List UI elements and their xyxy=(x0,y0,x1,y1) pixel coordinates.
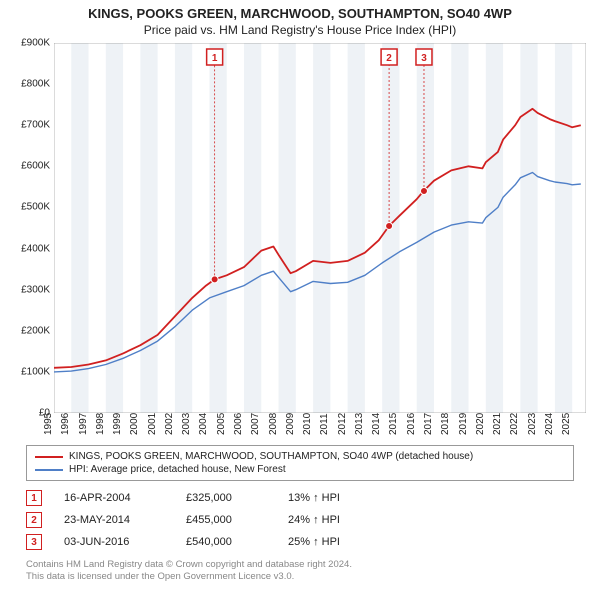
legend-row: HPI: Average price, detached house, New … xyxy=(35,463,565,476)
y-tick-label: £100K xyxy=(21,366,50,377)
x-tick-label: 2011 xyxy=(320,413,331,435)
sale-row: 1 16-APR-2004 £325,000 13% ↑ HPI xyxy=(26,487,574,509)
x-tick-label: 2003 xyxy=(181,413,192,435)
x-tick-label: 2008 xyxy=(267,413,278,435)
legend-label: HPI: Average price, detached house, New … xyxy=(69,464,286,475)
chart-subtitle: Price paid vs. HM Land Registry's House … xyxy=(10,23,590,37)
x-tick-label: 2012 xyxy=(337,413,348,435)
footer-attribution: Contains HM Land Registry data © Crown c… xyxy=(26,559,574,584)
legend-row: KINGS, POOKS GREEN, MARCHWOOD, SOUTHAMPT… xyxy=(35,450,565,463)
x-tick-label: 2006 xyxy=(233,413,244,435)
sale-row: 3 03-JUN-2016 £540,000 25% ↑ HPI xyxy=(26,531,574,553)
year-band xyxy=(209,43,226,413)
year-band xyxy=(71,43,88,413)
sale-box-label-2: 2 xyxy=(386,53,392,64)
x-tick-label: 2004 xyxy=(198,413,209,435)
x-tick-label: 2002 xyxy=(164,413,175,435)
x-tick-label: 2018 xyxy=(440,413,451,435)
year-band xyxy=(520,43,537,413)
x-tick-label: 2007 xyxy=(250,413,261,435)
sale-delta: 24% ↑ HPI xyxy=(288,514,368,526)
sale-price: £540,000 xyxy=(186,536,266,548)
x-tick-label: 1999 xyxy=(112,413,123,435)
sale-marker-3: 3 xyxy=(26,534,42,550)
sale-date: 23-MAY-2014 xyxy=(64,514,164,526)
x-tick-label: 2013 xyxy=(354,413,365,435)
legend-swatch xyxy=(35,469,63,471)
sale-box-label-1: 1 xyxy=(212,53,218,64)
x-tick-label: 2020 xyxy=(475,413,486,435)
year-band xyxy=(555,43,572,413)
x-tick-label: 2009 xyxy=(285,413,296,435)
x-tick-label: 2015 xyxy=(388,413,399,435)
sales-table: 1 16-APR-2004 £325,000 13% ↑ HPI 2 23-MAY-201… xyxy=(26,487,574,553)
title-block: KINGS, POOKS GREEN, MARCHWOOD, SOUTHAMPT… xyxy=(0,0,600,39)
footer-line-1: Contains HM Land Registry data © Crown c… xyxy=(26,559,574,571)
legend-swatch xyxy=(35,456,63,458)
x-tick-label: 2022 xyxy=(509,413,520,435)
x-tick-label: 2000 xyxy=(129,413,140,435)
x-tick-label: 1998 xyxy=(95,413,106,435)
plot-svg: 1 2 3 xyxy=(54,43,586,413)
x-tick-label: 1997 xyxy=(77,413,88,435)
sale-date: 03-JUN-2016 xyxy=(64,536,164,548)
x-tick-label: 2010 xyxy=(302,413,313,435)
x-tick-label: 2019 xyxy=(457,413,468,435)
y-tick-label: £700K xyxy=(21,120,50,131)
y-tick-label: £200K xyxy=(21,325,50,336)
plot-area: 1 2 3 xyxy=(54,43,586,413)
x-tick-label: 2024 xyxy=(544,413,555,435)
sale-row: 2 23-MAY-2014 £455,000 24% ↑ HPI xyxy=(26,509,574,531)
sale-delta: 25% ↑ HPI xyxy=(288,536,368,548)
x-tick-label: 1996 xyxy=(60,413,71,435)
y-tick-label: £500K xyxy=(21,202,50,213)
year-band xyxy=(348,43,365,413)
sale-marker-2: 2 xyxy=(26,512,42,528)
sale-date: 16-APR-2004 xyxy=(64,492,164,504)
year-band xyxy=(279,43,296,413)
y-axis: £0£100K£200K£300K£400K£500K£600K£700K£80… xyxy=(10,43,54,413)
year-band xyxy=(313,43,330,413)
year-band xyxy=(417,43,434,413)
y-tick-label: £800K xyxy=(21,79,50,90)
sale-box-label-3: 3 xyxy=(421,53,427,64)
chart-title: KINGS, POOKS GREEN, MARCHWOOD, SOUTHAMPT… xyxy=(10,6,590,21)
year-band xyxy=(175,43,192,413)
legend-label: KINGS, POOKS GREEN, MARCHWOOD, SOUTHAMPT… xyxy=(69,451,473,462)
sale-price: £325,000 xyxy=(186,492,266,504)
footer-line-2: This data is licensed under the Open Gov… xyxy=(26,571,574,583)
year-band xyxy=(451,43,468,413)
x-axis: 1995199619971998199920002001200220032004… xyxy=(54,413,586,439)
year-band xyxy=(140,43,157,413)
x-tick-label: 2021 xyxy=(492,413,503,435)
legend-box: KINGS, POOKS GREEN, MARCHWOOD, SOUTHAMPT… xyxy=(26,445,574,481)
y-tick-label: £900K xyxy=(21,38,50,49)
sale-price: £455,000 xyxy=(186,514,266,526)
x-tick-label: 2014 xyxy=(371,413,382,435)
sale-delta: 13% ↑ HPI xyxy=(288,492,368,504)
x-tick-label: 2017 xyxy=(423,413,434,435)
x-tick-label: 2016 xyxy=(406,413,417,435)
sale-marker-1: 1 xyxy=(26,490,42,506)
y-tick-label: £600K xyxy=(21,161,50,172)
x-tick-label: 2005 xyxy=(216,413,227,435)
x-tick-label: 2025 xyxy=(561,413,572,435)
chart-container: £0£100K£200K£300K£400K£500K£600K£700K£80… xyxy=(10,43,590,439)
y-tick-label: £400K xyxy=(21,243,50,254)
year-band xyxy=(486,43,503,413)
year-band xyxy=(244,43,261,413)
y-tick-label: £300K xyxy=(21,284,50,295)
x-tick-label: 1995 xyxy=(43,413,54,435)
x-tick-label: 2001 xyxy=(147,413,158,435)
x-tick-label: 2023 xyxy=(527,413,538,435)
